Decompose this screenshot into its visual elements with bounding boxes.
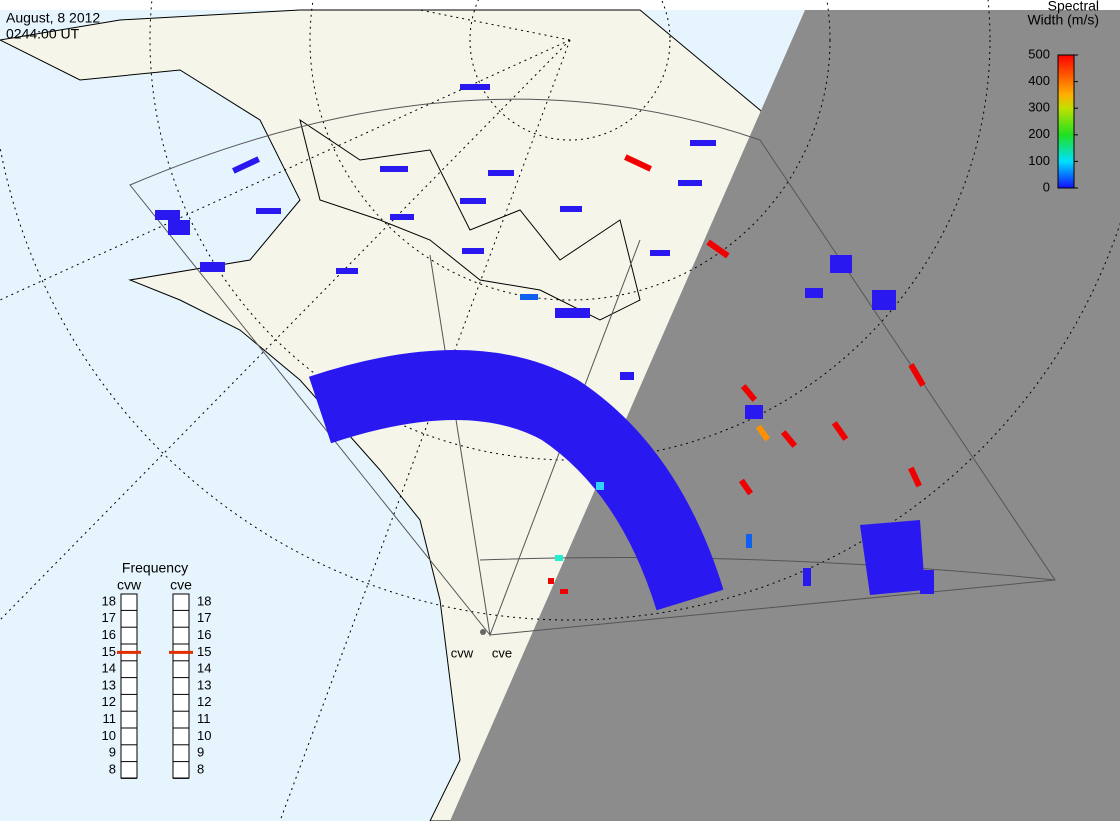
frequency-tick-label: 9 [197, 745, 204, 760]
radar-name: cvw [117, 577, 142, 593]
radar-name: cve [170, 577, 192, 593]
colorbar-tick-label: 200 [1028, 126, 1050, 141]
colorbar-tick-label: 100 [1028, 153, 1050, 168]
frequency-tick-label: 14 [102, 661, 116, 676]
frequency-tick-label: 14 [197, 661, 211, 676]
frequency-tick-label: 9 [109, 745, 116, 760]
colorbar-tick-label: 0 [1043, 179, 1050, 194]
frequency-tick-label: 11 [197, 711, 211, 726]
frequency-tick-label: 11 [103, 711, 117, 726]
frequency-tick-label: 18 [197, 593, 211, 608]
colorbar-title: Width (m/s) [1027, 12, 1099, 28]
frequency-tick-label: 13 [197, 677, 211, 692]
frequency-tick-label: 12 [102, 694, 116, 709]
frequency-tick-label: 8 [197, 761, 204, 776]
colorbar-tick-label: 400 [1028, 73, 1050, 88]
frequency-tick-label: 13 [102, 677, 116, 692]
frequency-tick-label: 15 [197, 644, 211, 659]
frequency-tick-label: 12 [197, 694, 211, 709]
frequency-title: Frequency [122, 560, 188, 576]
frequency-tick-label: 10 [197, 728, 211, 743]
frequency-tick-label: 8 [109, 761, 116, 776]
frequency-tick-label: 17 [197, 610, 211, 625]
site-label: cve [492, 645, 512, 660]
colorbar-tick-label: 500 [1028, 46, 1050, 61]
frequency-tick-label: 16 [102, 627, 116, 642]
frequency-tick-label: 16 [197, 627, 211, 642]
colorbar-tick-label: 300 [1028, 100, 1050, 115]
colorbar-title: Spectral [1048, 0, 1099, 14]
frequency-tick-label: 18 [102, 593, 116, 608]
night-shade [450, 10, 1120, 821]
frequency-column [172, 593, 190, 779]
date-label: August, 8 2012 [6, 10, 100, 26]
frequency-tick-label: 10 [102, 728, 116, 743]
frequency-column [120, 593, 138, 779]
time-label: 0244:00 UT [6, 26, 80, 42]
echoes [155, 84, 934, 611]
site-label: cvw [451, 645, 474, 660]
radar-site [480, 629, 486, 635]
frequency-tick-label: 17 [102, 610, 116, 625]
colorbar [1057, 54, 1075, 189]
frequency-tick-label: 15 [102, 644, 116, 659]
